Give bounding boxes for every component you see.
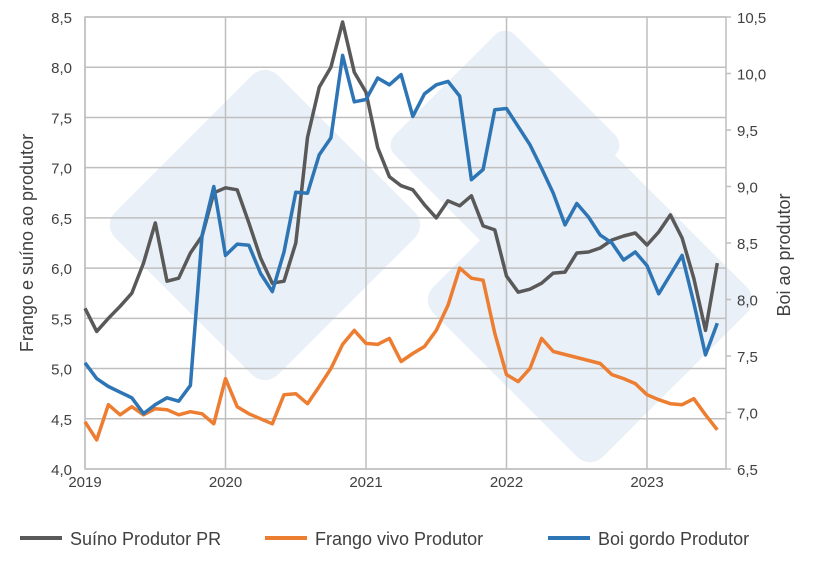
legend: Suíno Produtor PR Frango vivo Produtor B… xyxy=(20,529,749,549)
y-tick-left-label: 6,0 xyxy=(51,261,72,278)
y-tick-right-label: 7,5 xyxy=(737,349,758,366)
y-tick-right-label: 8,0 xyxy=(737,293,758,310)
legend-label-boi: Boi gordo Produtor xyxy=(598,529,749,549)
y-tick-left-label: 8,5 xyxy=(51,10,72,27)
series-line-suino xyxy=(83,20,720,334)
y-tick-left-label: 7,0 xyxy=(51,161,72,178)
y-axis-left-label: Frango e suíno ao produtor xyxy=(17,134,37,352)
legend-item-frango: Frango vivo Produtor xyxy=(265,529,483,549)
legend-label-suino: Suíno Produtor PR xyxy=(70,529,221,549)
x-tick-label: 2022 xyxy=(490,474,523,491)
x-tick-label: 2023 xyxy=(630,474,663,491)
y-tick-right-label: 10,5 xyxy=(737,10,766,27)
x-tick-label: 2020 xyxy=(209,474,242,491)
y-tick-left-label: 4,5 xyxy=(51,412,72,429)
y-tick-left-label: 5,5 xyxy=(51,311,72,328)
y-tick-left-label: 4,0 xyxy=(51,462,72,479)
y-tick-left-label: 8,0 xyxy=(51,60,72,77)
y-tick-right-label: 9,5 xyxy=(737,123,758,140)
legend-item-suino: Suíno Produtor PR xyxy=(20,529,221,549)
y-tick-left-label: 6,5 xyxy=(51,211,72,228)
series-line-boi xyxy=(83,53,719,416)
series-line-frango xyxy=(83,266,719,442)
x-tick-label: 2019 xyxy=(68,474,101,491)
y-tick-left-label: 5,0 xyxy=(51,362,72,379)
y-tick-right-label: 9,0 xyxy=(737,180,758,197)
y-tick-right-label: 10,0 xyxy=(737,67,766,84)
y-tick-right-label: 7,0 xyxy=(737,406,758,423)
x-tick-label: 2021 xyxy=(349,474,382,491)
y-tick-left-label: 7,5 xyxy=(51,110,72,127)
legend-label-frango: Frango vivo Produtor xyxy=(315,529,483,549)
y-axis-right-label: Boi ao produtor xyxy=(774,193,794,316)
y-tick-right-label: 8,5 xyxy=(737,236,758,253)
y-tick-right-label: 6,5 xyxy=(737,462,758,479)
legend-item-boi: Boi gordo Produtor xyxy=(548,529,749,549)
